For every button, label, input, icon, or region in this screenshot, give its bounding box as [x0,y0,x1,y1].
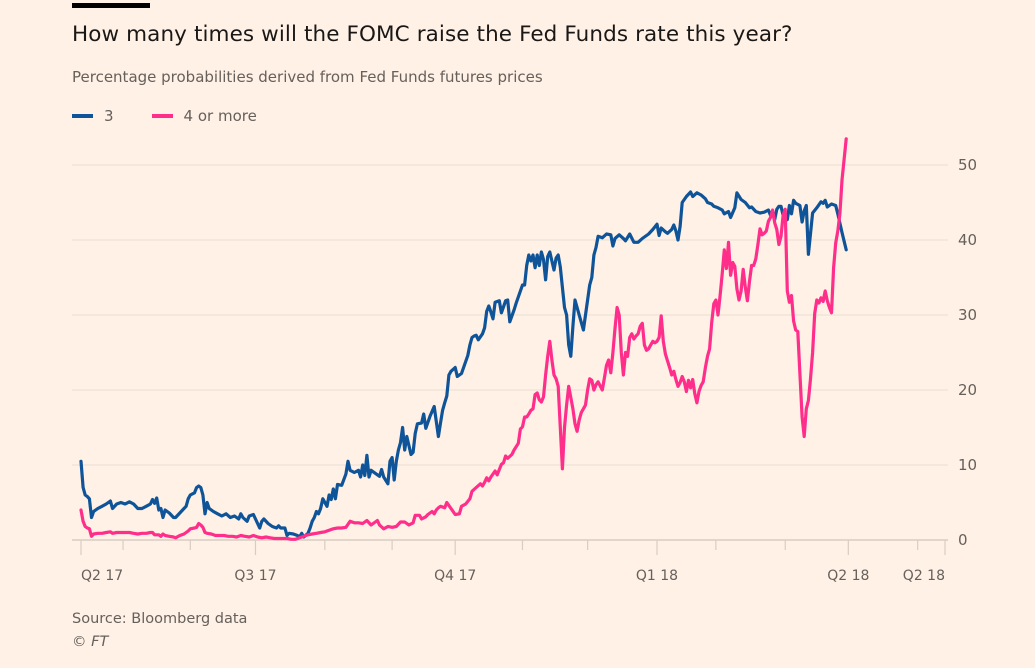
x-tick-label-12: Q2 18 [827,568,869,584]
y-tick-label-30: 30 [958,306,977,324]
y-tick-label-40: 40 [958,231,977,249]
legend-item-4-or-more: 4 or more [151,107,257,125]
series-line-4-or-more [79,137,848,541]
legend-label-3: 3 [104,107,114,125]
x-tick-label-6: Q4 17 [434,568,476,584]
series-line-3 [79,190,848,539]
chart-title: How many times will the FOMC raise the F… [72,22,793,47]
x-axis: Q2 17 Q3 17 Q4 17 Q1 18 Q2 18 Q2 18 [80,540,946,584]
x-tick-label-0: Q2 17 [81,568,123,584]
copyright-note: © FT [72,634,109,650]
legend-label-4-or-more: 4 or more [183,107,257,125]
legend-swatch-3 [72,114,93,118]
gridlines [72,164,948,541]
legend-swatch-4-or-more [151,114,173,118]
y-tick-label-50: 50 [958,156,977,174]
y-tick-label-0: 0 [958,531,968,549]
series-lines [79,137,848,541]
source-note: Source: Bloomberg data [72,611,248,627]
x-tick-label-14: Q2 18 [903,568,945,584]
y-axis: 0 10 20 30 40 50 [958,156,977,549]
title-accent-bar [72,3,150,8]
chart-subtitle: Percentage probabilities derived from Fe… [72,68,543,86]
x-tick-label-9: Q1 18 [636,568,678,584]
y-tick-label-20: 20 [958,381,977,399]
y-tick-label-10: 10 [958,456,977,474]
chart-legend: 3 4 or more [72,107,295,125]
x-tick-label-3: Q3 17 [234,568,276,584]
legend-item-3: 3 [72,107,114,125]
